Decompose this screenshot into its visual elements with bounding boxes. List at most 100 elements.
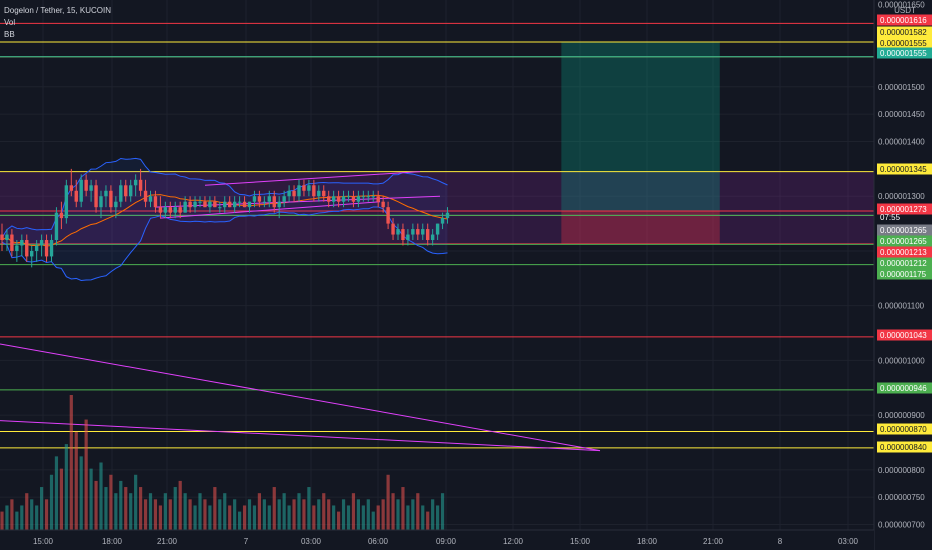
volume-bar	[49, 474, 54, 530]
volume-bar	[168, 499, 172, 530]
volume-bar	[431, 499, 435, 530]
volume-bar	[163, 493, 167, 530]
volume-bar	[218, 499, 222, 530]
volume-bar	[129, 493, 133, 530]
price-level-tag	[877, 235, 932, 247]
volume-bar	[178, 480, 182, 530]
candle-body	[119, 185, 123, 202]
position-profit-zone	[561, 41, 720, 212]
price-level-tag-label: 0.000001273	[880, 205, 927, 214]
candle-body	[44, 240, 49, 257]
candle-body	[133, 179, 138, 186]
candle-body	[257, 196, 262, 202]
chart-legend: Dogelon / Tether, 15, KUCOIN Vol BB	[4, 5, 111, 41]
volume-bar	[143, 499, 148, 530]
volume-bar	[198, 493, 202, 530]
volume-bar	[228, 505, 232, 530]
time-axis-label: 09:00	[436, 537, 457, 546]
volume-bar	[242, 505, 247, 530]
indicator-bb-label[interactable]: BB	[4, 30, 15, 39]
volume-bar	[20, 505, 24, 530]
candle-body	[163, 207, 168, 213]
indicator-vol-label[interactable]: Vol	[4, 18, 16, 27]
candle-body	[351, 196, 356, 202]
bb-lower-band	[1, 206, 448, 282]
candle-body	[69, 185, 73, 191]
candle-body	[277, 201, 281, 208]
candle-body	[252, 196, 257, 202]
price-level-tag-label: 0.000001175	[880, 270, 927, 279]
time-axis-label: 03:00	[838, 537, 859, 546]
volume-bar	[426, 511, 430, 530]
volume-bar	[436, 505, 440, 530]
candle-body	[262, 201, 267, 203]
volume-bar	[396, 499, 400, 530]
price-axis-label: 0.000001650	[878, 1, 925, 10]
time-axis-label: 18:00	[102, 537, 123, 546]
candle-body	[341, 196, 346, 202]
candle-body	[203, 201, 207, 208]
volume-bar	[183, 493, 187, 530]
volume-bar	[134, 474, 138, 530]
candle-body	[322, 190, 326, 197]
time-axis-label: 15:00	[570, 537, 591, 546]
candle-body	[168, 207, 172, 213]
time-axis-label: 21:00	[157, 537, 178, 546]
price-level-tag	[877, 224, 932, 236]
volume-bar	[64, 444, 68, 530]
position-stop-zone	[561, 211, 720, 244]
volume-bar	[119, 480, 123, 530]
candle-body	[267, 196, 271, 202]
candle-body	[435, 223, 440, 235]
price-axis-currency: USDT	[894, 6, 916, 15]
volume-bar	[307, 487, 311, 530]
candle-body	[272, 196, 276, 208]
volume-bar	[337, 511, 341, 530]
volume-bar	[252, 505, 257, 530]
time-axis-label: 8	[778, 537, 783, 546]
countdown-label: 07:55	[880, 213, 901, 222]
candle-body	[331, 196, 336, 202]
candle-body	[188, 201, 192, 208]
candle-body	[430, 234, 435, 241]
candle-body	[336, 196, 341, 202]
price-level-tag	[877, 441, 932, 453]
volume-bar	[84, 419, 88, 530]
candle-body	[109, 190, 113, 208]
candle-body	[79, 179, 83, 202]
candle-body	[292, 190, 296, 197]
symbol-title[interactable]: Dogelon / Tether, 15, KUCOIN	[4, 6, 112, 15]
price-level-tag	[877, 37, 932, 49]
candle-body	[0, 234, 4, 241]
candle-body	[361, 196, 366, 198]
price-level-tag	[877, 423, 932, 435]
candle-body	[10, 234, 14, 251]
candle-body	[386, 207, 390, 224]
price-axis-label: 0.000001300	[878, 192, 925, 201]
volume-bar	[366, 499, 370, 530]
volume-bar	[327, 499, 331, 530]
price-level-tag-label: 0.000001555	[880, 39, 927, 48]
volume-bar	[361, 505, 365, 530]
candle-body	[89, 185, 93, 191]
volume-bar	[322, 493, 326, 530]
price-level-tag-label: 0.000001555	[880, 49, 927, 58]
candle-body	[148, 196, 153, 202]
candle-body	[178, 207, 182, 213]
price-level-tag-label: 0.000001265	[880, 226, 927, 235]
trendline-lower	[0, 420, 601, 452]
volume-bar	[54, 456, 59, 530]
price-axis-label: 0.000001400	[878, 138, 925, 147]
candle-body	[228, 201, 232, 208]
volume-bar	[158, 505, 162, 530]
candle-body	[94, 185, 98, 208]
price-level-tag	[877, 257, 932, 269]
time-axis-label: 18:00	[637, 537, 658, 546]
price-axis-label: 0.000000900	[878, 411, 925, 420]
candle-body	[371, 196, 375, 198]
price-level-tag	[877, 163, 932, 175]
candle-body	[391, 223, 395, 235]
candle-body	[64, 185, 69, 219]
